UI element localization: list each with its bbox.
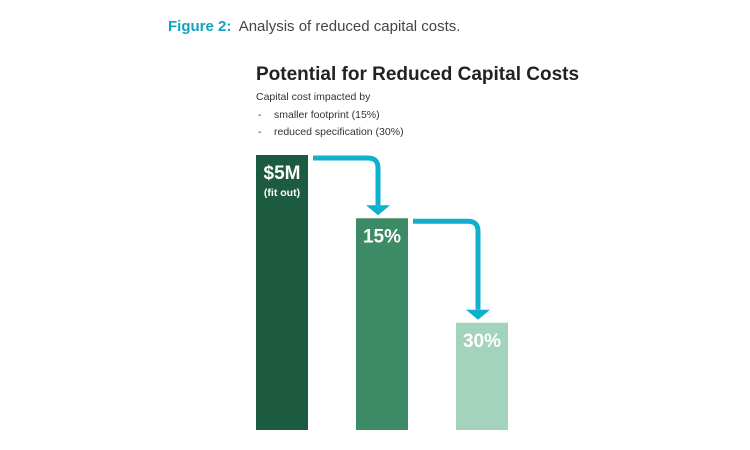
arrow-line [413, 218, 481, 310]
note-text: reduced specification (30%) [274, 126, 404, 138]
arrows [313, 155, 490, 320]
bar-label: 15% [363, 226, 401, 247]
chart-subtitle: Capital cost impacted by [256, 91, 371, 103]
bar [456, 322, 508, 430]
bar [256, 155, 308, 430]
bar-label: $5M [264, 163, 301, 184]
figure-caption: Figure 2: Analysis of reduced capital co… [168, 18, 460, 35]
bar-label: 30% [463, 331, 501, 352]
bars: $5M (fit out) 15% 30% [256, 155, 508, 430]
caption-label: Figure 2: [168, 18, 231, 35]
arrow-head [466, 309, 490, 320]
bar [356, 218, 408, 430]
note-bullet: - [258, 109, 262, 121]
chart-title: Potential for Reduced Capital Costs [256, 64, 579, 85]
arrow-head [366, 205, 390, 216]
caption-text: Analysis of reduced capital costs. [239, 18, 461, 35]
bar-sublabel: (fit out) [264, 187, 300, 199]
notes: - smaller footprint (15%)- reduced specifi… [258, 109, 404, 138]
arrow-line [313, 155, 381, 206]
note-bullet: - [258, 126, 262, 138]
note-text: smaller footprint (15%) [274, 109, 380, 121]
